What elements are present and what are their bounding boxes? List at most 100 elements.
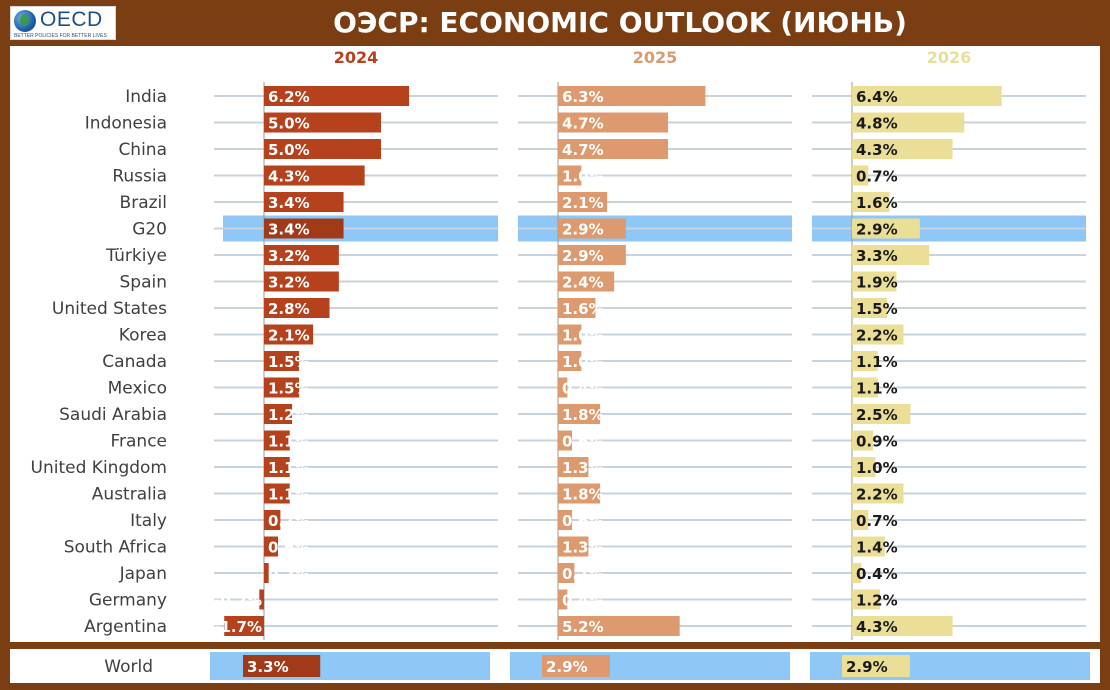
value-label-2026-japan: 0.4% bbox=[856, 565, 898, 583]
bar-2024-germany bbox=[259, 589, 264, 610]
bar-2025-india bbox=[558, 86, 706, 106]
category-label-italy: Italy bbox=[130, 511, 167, 531]
bar-2026-brazil bbox=[852, 192, 890, 212]
bar-2026-united-states bbox=[852, 298, 888, 318]
value-label-2024-canada: 1.5% bbox=[268, 353, 310, 371]
value-label-2026-brazil: 1.6% bbox=[856, 194, 898, 212]
value-label-2025-united-states: 1.6% bbox=[562, 300, 604, 318]
value-label-2026-argentina: 4.3% bbox=[856, 618, 898, 636]
bar-2026-korea bbox=[852, 324, 904, 345]
value-label-2025-france: 0.6% bbox=[562, 433, 604, 451]
category-label-south-africa: South Africa bbox=[64, 538, 167, 558]
logo-tagline: BETTER POLICIES FOR BETTER LIVES bbox=[14, 33, 107, 39]
value-label-2024-france: 1.1% bbox=[268, 433, 310, 451]
bar-2025-france bbox=[558, 430, 573, 451]
value-label-2026-china: 4.3% bbox=[856, 141, 898, 159]
value-label-2025-italy: 0.6% bbox=[562, 512, 604, 530]
world-value-2025: 2.9% bbox=[546, 658, 588, 676]
bar-2025-south-africa bbox=[558, 536, 589, 557]
bar-2024-japan bbox=[264, 563, 269, 583]
bar-2026-canada bbox=[852, 351, 878, 371]
bar-2025-australia bbox=[558, 483, 601, 504]
bar-2024-canada bbox=[264, 351, 300, 371]
world-bar-2026 bbox=[842, 655, 910, 677]
bar-2026-france bbox=[852, 430, 874, 451]
value-label-2024-australia: 1.1% bbox=[268, 486, 310, 504]
category-label-mexico: Mexico bbox=[108, 379, 167, 399]
world-bar-2025 bbox=[542, 655, 610, 677]
value-label-2024-china: 5.0% bbox=[268, 141, 310, 159]
bar-2024-argentina bbox=[224, 616, 264, 636]
value-label-2024-brazil: 3.4% bbox=[268, 194, 310, 212]
category-label-germany: Germany bbox=[89, 591, 167, 611]
category-label-united-kingdom: United Kingdom bbox=[31, 458, 167, 478]
value-label-2024-saudi-arabia: 1.2% bbox=[268, 406, 310, 424]
bar-2026-japan bbox=[852, 563, 862, 583]
value-label-2026-canada: 1.1% bbox=[856, 353, 898, 371]
value-label-2025-spain: 2.4% bbox=[562, 274, 604, 292]
category-label-saudi-arabia: Saudi Arabia bbox=[59, 405, 167, 425]
category-label-france: France bbox=[110, 432, 167, 452]
category-label-indonesia: Indonesia bbox=[85, 114, 167, 134]
world-value-2026: 2.9% bbox=[846, 658, 888, 676]
bar-2024-t-rkiye bbox=[264, 245, 339, 265]
value-label-2026-germany: 1.2% bbox=[856, 592, 898, 610]
category-label-china: China bbox=[118, 140, 167, 160]
bar-2026-australia bbox=[852, 483, 904, 504]
bar-2024-france bbox=[264, 430, 290, 451]
bar-2025-united-states bbox=[558, 298, 596, 318]
value-label-2025-canada: 1.0% bbox=[562, 353, 604, 371]
bar-2024-south-africa bbox=[264, 536, 279, 557]
value-label-2025-g20: 2.9% bbox=[562, 221, 604, 239]
bar-2024-saudi-arabia bbox=[264, 404, 293, 424]
bar-2024-spain bbox=[264, 271, 339, 292]
page-title: ОЭСР: ECONOMIC OUTLOOK (ИЮНЬ) bbox=[333, 6, 907, 39]
value-label-2025-t-rkiye: 2.9% bbox=[562, 247, 604, 265]
value-label-2024-g20: 3.4% bbox=[268, 221, 310, 239]
value-label-2025-united-kingdom: 1.3% bbox=[562, 459, 604, 477]
bar-2026-germany bbox=[852, 589, 881, 610]
value-label-2026-south-africa: 1.4% bbox=[856, 539, 898, 557]
value-label-2024-russia: 4.3% bbox=[268, 168, 310, 186]
value-label-2026-indonesia: 4.8% bbox=[856, 115, 898, 133]
bar-2024-china bbox=[264, 139, 381, 159]
bar-2026-south-africa bbox=[852, 536, 885, 557]
value-label-2026-saudi-arabia: 2.5% bbox=[856, 406, 898, 424]
bar-2026-spain bbox=[852, 271, 897, 292]
category-label-t-rkiye: Türkiye bbox=[105, 246, 167, 266]
bar-2025-brazil bbox=[558, 192, 608, 212]
value-label-2026-russia: 0.7% bbox=[856, 168, 898, 186]
value-label-2024-italy: 0.7% bbox=[268, 512, 310, 530]
series-header-2024: 2024 bbox=[334, 48, 379, 67]
header-bar: OECD BETTER POLICIES FOR BETTER LIVES ОЭ… bbox=[0, 0, 1110, 46]
category-label-argentina: Argentina bbox=[84, 617, 167, 637]
value-label-2024-t-rkiye: 3.2% bbox=[268, 247, 310, 265]
category-label-russia: Russia bbox=[112, 167, 167, 187]
bar-2026-mexico bbox=[852, 377, 878, 398]
value-label-2026-mexico: 1.1% bbox=[856, 380, 898, 398]
bar-2025-indonesia bbox=[558, 112, 668, 133]
bar-2026-italy bbox=[852, 510, 869, 530]
value-label-2025-saudi-arabia: 1.8% bbox=[562, 406, 604, 424]
value-label-2026-g20: 2.9% bbox=[856, 221, 898, 239]
bar-2025-g20 bbox=[558, 218, 626, 239]
bar-2025-china bbox=[558, 139, 668, 159]
value-label-2024-united-kingdom: 1.1% bbox=[268, 459, 310, 477]
value-label-2026-united-states: 1.5% bbox=[856, 300, 898, 318]
value-label-2026-t-rkiye: 3.3% bbox=[856, 247, 898, 265]
bar-2025-argentina bbox=[558, 616, 680, 636]
bar-2025-korea bbox=[558, 324, 582, 345]
value-label-2025-indonesia: 4.7% bbox=[562, 115, 604, 133]
world-bar-2024 bbox=[243, 655, 321, 677]
bar-2025-saudi-arabia bbox=[558, 404, 601, 424]
oecd-logo: OECD BETTER POLICIES FOR BETTER LIVES bbox=[10, 6, 116, 40]
globe-icon bbox=[14, 10, 36, 32]
value-label-2026-united-kingdom: 1.0% bbox=[856, 459, 898, 477]
bar-2025-spain bbox=[558, 271, 615, 292]
bar-2024-india bbox=[264, 86, 410, 106]
logo-wordmark: OECD bbox=[40, 8, 103, 31]
category-label-g20: G20 bbox=[132, 220, 167, 240]
bar-2025-italy bbox=[558, 510, 573, 530]
value-label-2025-china: 4.7% bbox=[562, 141, 604, 159]
